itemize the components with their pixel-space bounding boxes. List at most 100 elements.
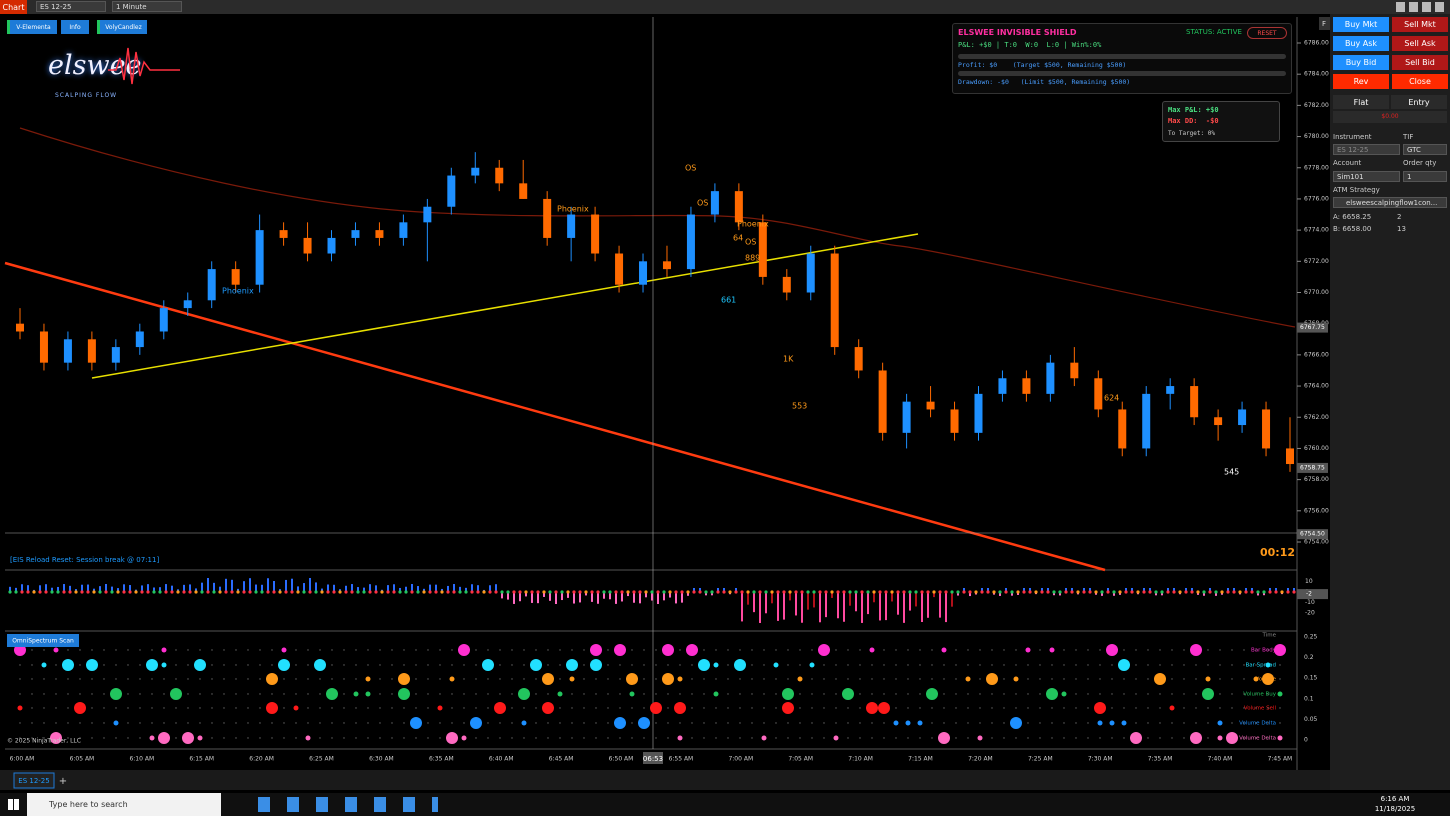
- add-tab[interactable]: +: [59, 776, 67, 787]
- scan-dot: [343, 722, 345, 724]
- scan-dot: [175, 664, 177, 666]
- signal-dot: [1076, 590, 1080, 594]
- instrument-select[interactable]: ES 12-25: [1333, 144, 1400, 155]
- scan-dot: [326, 688, 338, 700]
- indicator-button[interactable]: Info: [61, 20, 89, 34]
- scan-dot: [223, 737, 225, 739]
- indicator-button[interactable]: V-Elementa: [7, 20, 57, 34]
- scan-dot: [149, 735, 155, 741]
- scan-dot: [1183, 722, 1185, 724]
- candle-body: [567, 214, 576, 238]
- scan-dot: [811, 693, 813, 695]
- scan-dot: [319, 649, 321, 651]
- scan-dot: [1087, 707, 1089, 709]
- chart-tab[interactable]: Chart: [0, 0, 27, 14]
- signal-dot: [998, 590, 1002, 594]
- qty-input[interactable]: 1: [1403, 171, 1447, 182]
- order-button[interactable]: Sell Bid: [1392, 55, 1448, 70]
- scan-dot: [655, 693, 657, 695]
- scan-dot: [259, 693, 261, 695]
- order-button[interactable]: Sell Mkt: [1392, 17, 1448, 32]
- scan-dot: [1094, 702, 1106, 714]
- flat-button[interactable]: Flat: [1333, 95, 1389, 109]
- indicator-button[interactable]: VolyCandlez: [97, 20, 147, 34]
- start-button[interactable]: [8, 799, 19, 810]
- scan-dot: [1219, 693, 1221, 695]
- scan-dot: [1147, 664, 1149, 666]
- interval-select[interactable]: 1 Minute: [112, 1, 182, 12]
- scan-dot: [775, 722, 777, 724]
- scan-dot: [211, 693, 213, 695]
- window-buttons[interactable]: [1396, 2, 1448, 12]
- scan-dot: [271, 722, 273, 724]
- reset-button[interactable]: RESET: [1247, 27, 1287, 39]
- scan-dot: [715, 722, 717, 724]
- order-button[interactable]: Close: [1392, 74, 1448, 89]
- scan-dot: [883, 737, 885, 739]
- order-button[interactable]: Buy Ask: [1333, 36, 1389, 51]
- signal-dot: [1142, 590, 1146, 594]
- signal-dot: [854, 590, 858, 594]
- candle-body: [1214, 417, 1223, 426]
- account-select[interactable]: Sim101: [1333, 171, 1400, 182]
- scan-dot: [1075, 664, 1077, 666]
- price-label: 6770.00: [1304, 289, 1329, 296]
- scan-dot: [1123, 737, 1125, 739]
- scan-dot: [595, 737, 597, 739]
- search-box[interactable]: Type here to search: [27, 793, 221, 816]
- scan-dot: [379, 722, 381, 724]
- axis-bg: [1297, 17, 1330, 770]
- instrument-select[interactable]: ES 12-25: [36, 1, 106, 12]
- scan-dot: [883, 693, 885, 695]
- scan-dot: [1231, 649, 1233, 651]
- candle-body: [543, 198, 552, 238]
- scan-dot: [566, 659, 578, 671]
- signal-dot: [698, 590, 702, 594]
- time-label: 7:25 AM: [1028, 756, 1053, 763]
- signal-dot: [1280, 590, 1284, 594]
- candle-body: [16, 323, 24, 332]
- scan-dot: [1027, 678, 1029, 680]
- chart-tab[interactable]: [13, 772, 55, 789]
- atm-select[interactable]: elsweescalpingflow1con...: [1333, 197, 1447, 208]
- tif-select[interactable]: GTC: [1403, 144, 1447, 155]
- scan-dot: [247, 722, 249, 724]
- order-button[interactable]: Sell Ask: [1392, 36, 1448, 51]
- indicator-buttons: V-Elementa Info VolyCandlez: [7, 20, 147, 34]
- scan-dot: [367, 722, 369, 724]
- scan-dot: [727, 693, 729, 695]
- volume-label: 553: [792, 402, 807, 411]
- signal-dot: [1100, 590, 1104, 594]
- scan-dot: [1063, 722, 1065, 724]
- scan-dot: [199, 722, 201, 724]
- scan-dot: [475, 707, 477, 709]
- scan-dot: [55, 693, 57, 695]
- scan-dot: [487, 693, 489, 695]
- scan-dot: [1106, 644, 1118, 656]
- scan-dot: [569, 676, 575, 682]
- scan-dot: [967, 707, 969, 709]
- scan-dot: [53, 647, 59, 653]
- scan-dot: [415, 678, 417, 680]
- price-label: 6774.00: [1304, 227, 1329, 234]
- scan-dot: [451, 664, 453, 666]
- order-button[interactable]: Buy Mkt: [1333, 17, 1389, 32]
- signal-dot: [26, 590, 30, 594]
- signal-dot: [1226, 590, 1230, 594]
- f-button[interactable]: [1319, 17, 1330, 30]
- price-label: 6760.00: [1304, 445, 1329, 452]
- order-button[interactable]: Rev: [1333, 74, 1389, 89]
- trendline: [4, 261, 1106, 572]
- scan-dot: [211, 649, 213, 651]
- scan-dot: [487, 722, 489, 724]
- entry-button[interactable]: Entry: [1391, 95, 1447, 109]
- taskbar-apps[interactable]: [258, 797, 438, 812]
- scan-button[interactable]: [7, 634, 79, 647]
- price-marker-label: 6767.75: [1300, 324, 1325, 331]
- shield-title: ELSWEE INVISIBLE SHIELD: [958, 28, 1077, 37]
- signal-dot: [290, 590, 294, 594]
- order-button[interactable]: Buy Bid: [1333, 55, 1389, 70]
- scan-dot: [1159, 664, 1161, 666]
- scan-dot: [463, 693, 465, 695]
- scan-dot: [1087, 649, 1089, 651]
